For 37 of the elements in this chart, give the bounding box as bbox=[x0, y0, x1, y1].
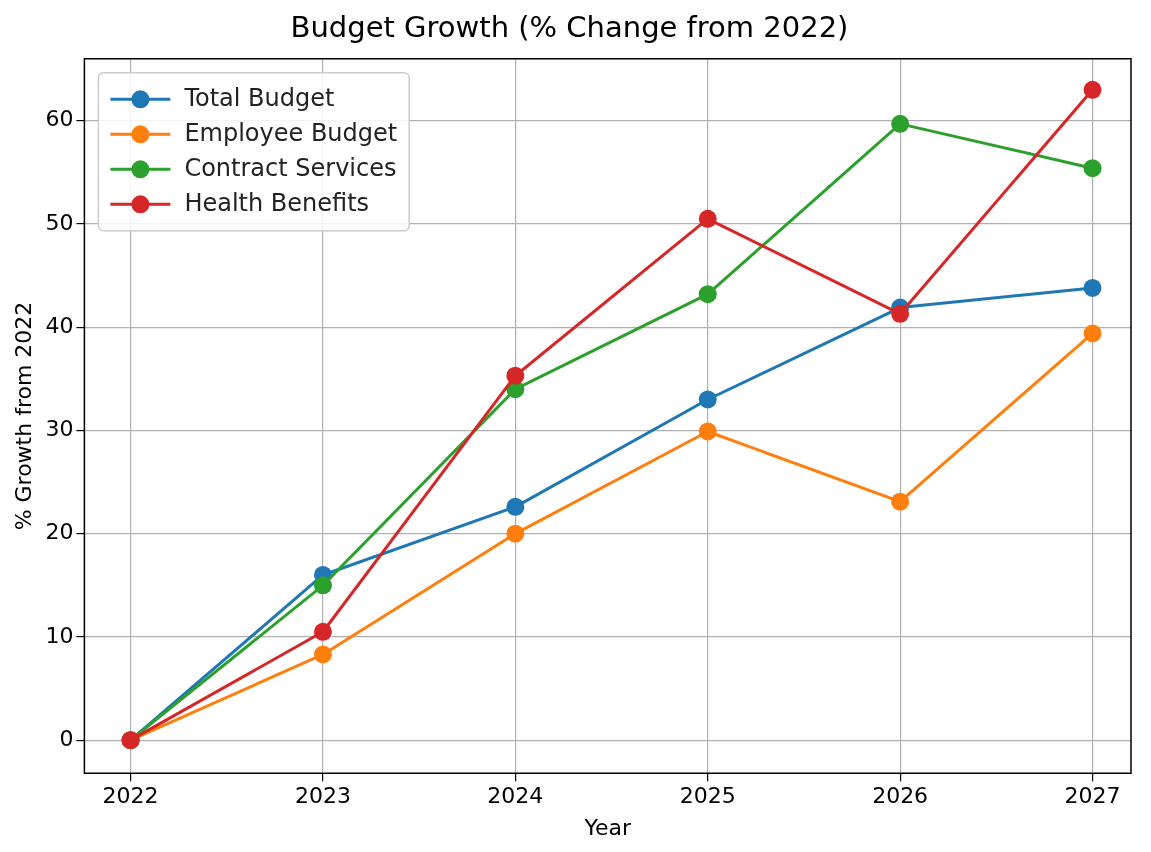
point bbox=[506, 366, 525, 385]
y-tick-label: 10 bbox=[45, 622, 74, 648]
x-tick-label: 2025 bbox=[679, 783, 736, 809]
point bbox=[1083, 80, 1102, 99]
point bbox=[698, 390, 717, 409]
y-axis-title: % Growth from 2022 bbox=[10, 301, 36, 531]
point bbox=[313, 645, 332, 664]
x-tick-label: 2022 bbox=[102, 783, 159, 809]
x-tick-label: 2026 bbox=[872, 783, 929, 809]
y-tick-label: 40 bbox=[45, 312, 74, 338]
point bbox=[313, 622, 332, 641]
point bbox=[506, 497, 525, 516]
chart-title: Budget Growth (% Change from 2022) bbox=[290, 9, 849, 44]
point bbox=[698, 285, 717, 304]
x-tick-label: 2024 bbox=[487, 783, 544, 809]
legend-label: Health Benefits bbox=[184, 188, 370, 217]
y-tick-label: 30 bbox=[45, 416, 74, 442]
point bbox=[698, 422, 717, 441]
legend-label: Employee Budget bbox=[184, 118, 398, 147]
y-tick-label: 60 bbox=[45, 106, 74, 132]
point bbox=[313, 576, 332, 595]
legend-label: Contract Services bbox=[184, 153, 397, 182]
point bbox=[891, 114, 910, 133]
y-tick-label: 0 bbox=[59, 725, 74, 751]
x-tick-label: 2027 bbox=[1064, 783, 1121, 809]
point bbox=[698, 209, 717, 228]
point bbox=[1083, 278, 1102, 297]
point bbox=[1083, 324, 1102, 343]
y-tick-label: 50 bbox=[45, 209, 74, 235]
x-tick-label: 2023 bbox=[294, 783, 351, 809]
y-tick-label: 20 bbox=[45, 519, 74, 545]
point bbox=[506, 524, 525, 543]
legend-label: Total Budget bbox=[183, 83, 335, 112]
point bbox=[891, 492, 910, 511]
point bbox=[891, 304, 910, 323]
point bbox=[1083, 159, 1102, 178]
x-axis-title: Year bbox=[583, 814, 632, 840]
